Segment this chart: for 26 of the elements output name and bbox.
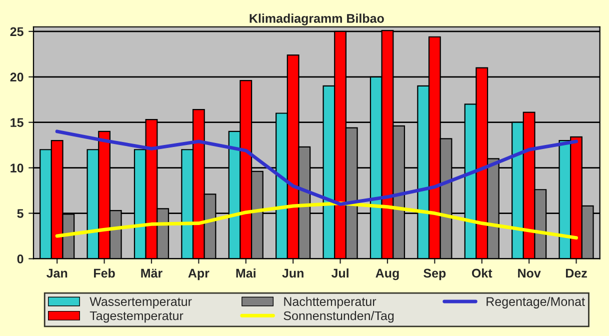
legend-label: Wassertemperatur	[90, 297, 192, 308]
x-tick-label: Okt	[472, 268, 492, 278]
x-tick-label: Mai	[236, 268, 256, 278]
x-tick-label: Jun	[282, 268, 304, 278]
x-tick-label: Jan	[46, 268, 68, 278]
x-tick-label: Jul	[331, 268, 348, 278]
y-tick-label: 0	[17, 254, 24, 264]
y-tick-label: 15	[10, 118, 24, 127]
line-series	[55, 202, 578, 240]
y-tick-label: 20	[10, 72, 24, 82]
y-tick-label: 10	[10, 164, 24, 172]
legend-label: Sonnenstunden/Tag	[284, 310, 394, 323]
line-series	[55, 130, 578, 206]
legend-label: Regentage/Monat	[486, 296, 585, 308]
y-tick-label: 25	[10, 27, 24, 36]
legend-label: Nachttemperatur	[284, 296, 376, 308]
x-tick-label: Nov	[518, 268, 541, 278]
legend-label: Tagestemperatur	[90, 311, 184, 323]
x-tick-label: Apr	[188, 268, 210, 280]
x-tick-label: Aug	[376, 268, 399, 280]
x-tick-label: Dez	[566, 268, 587, 278]
x-tick-label: Feb	[94, 268, 115, 278]
chart-title: Klimadiagramm Bilbao	[250, 14, 384, 26]
y-tick-label: 5	[17, 209, 24, 218]
x-tick-label: Sep	[424, 268, 446, 280]
x-tick-label: Mär	[141, 268, 162, 278]
